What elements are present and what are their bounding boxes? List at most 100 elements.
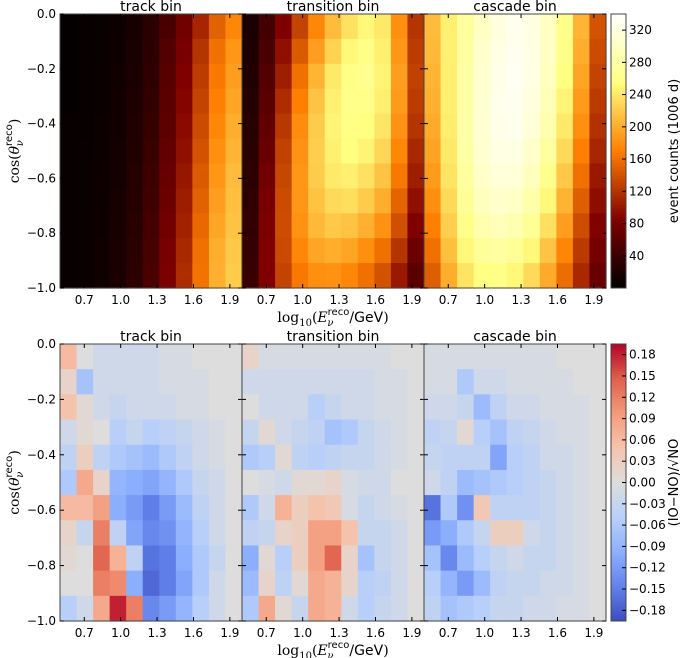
heatmap-cell: [308, 188, 326, 214]
heatmap-cell: [324, 545, 342, 572]
heatmap-cell: [291, 495, 309, 521]
heatmap-cell: [374, 495, 392, 521]
colorbar-segment: [611, 524, 626, 527]
heatmap-cell: [457, 469, 475, 496]
colorbar-segment: [611, 445, 626, 449]
heatmap-cell: [440, 213, 458, 239]
heatmap-cell: [308, 113, 326, 140]
heatmap-cell: [589, 213, 607, 239]
colorbar-segment: [611, 417, 626, 421]
heatmap-cell: [225, 163, 243, 189]
heatmap-cell: [457, 238, 475, 264]
heatmap-cell: [159, 14, 177, 40]
colorbar-segment: [611, 48, 626, 52]
colorbar-segment: [611, 162, 626, 166]
heatmap-cell: [539, 570, 557, 597]
colorbar-segment: [611, 556, 626, 560]
heatmap-cell: [424, 545, 442, 572]
colorbar-segment: [611, 353, 626, 357]
heatmap-cell: [523, 188, 541, 214]
heatmap-cell: [159, 138, 177, 165]
colorbar-segment: [611, 357, 626, 361]
heatmap-cell: [589, 444, 607, 471]
colorbar-segment: [611, 528, 626, 532]
heatmap-cell: [192, 419, 210, 446]
colorbar-segment: [611, 450, 626, 453]
heatmap-cell: [126, 369, 144, 395]
heatmap-cell: [93, 188, 111, 214]
heatmap-cell: [242, 113, 260, 140]
heatmap-cell: [589, 113, 607, 140]
heatmap-cell: [275, 444, 293, 471]
heatmap-cell: [308, 545, 326, 572]
heatmap-cell: [390, 213, 409, 239]
x-tick-label: 1.6: [548, 626, 567, 640]
colorbar-segment: [611, 210, 626, 214]
heatmap-cell: [175, 595, 193, 622]
heatmap-cell: [490, 213, 508, 239]
heatmap-cell: [159, 238, 177, 264]
y-tick-label: 0.0: [37, 337, 56, 351]
colorbar-segment: [611, 180, 626, 184]
heatmap-cell: [208, 570, 227, 597]
colorbar-segment: [611, 221, 626, 225]
heatmap-cell: [341, 469, 359, 496]
heatmap-cell: [208, 163, 227, 189]
heatmap-cell: [324, 238, 342, 264]
heatmap-cell: [159, 444, 177, 471]
heatmap-cell: [242, 394, 260, 421]
heatmap-cell: [539, 238, 557, 264]
heatmap-cell: [76, 394, 94, 421]
colorbar-segment: [611, 274, 626, 278]
panel-transition-bin: transition bin 0.7 1.0 1.3 1.6 1.9: [241, 329, 425, 640]
heatmap-cell: [357, 394, 375, 421]
heatmap-cell: [589, 38, 607, 65]
heatmap-cell: [390, 595, 409, 622]
colorbar-segment: [611, 602, 626, 606]
colorbar-segment: [611, 258, 626, 262]
colorbar-segment: [611, 205, 626, 209]
colorbar-segment: [611, 144, 626, 147]
colorbar-segment: [611, 185, 626, 189]
heatmap-cell: [76, 419, 94, 446]
heatmap-cell: [341, 595, 359, 622]
colorbar-segment: [611, 554, 626, 557]
heatmap-cell: [490, 63, 508, 90]
colorbar-segment: [611, 201, 626, 205]
heatmap-cell: [142, 444, 160, 471]
heatmap-cell: [374, 113, 392, 140]
heatmap-cell: [291, 595, 309, 622]
x-axis-label: log10(Ereco ν/GeV): [277, 307, 388, 329]
heatmap-cell: [142, 213, 160, 239]
heatmap-cell: [374, 88, 392, 115]
heatmap-cell: [225, 188, 243, 214]
heatmap-cell: [556, 570, 574, 597]
heatmap-cell: [424, 595, 442, 622]
heatmap-cell: [440, 595, 458, 622]
heatmap-cell: [142, 369, 160, 395]
colorbar-segment: [611, 228, 626, 232]
heatmap-cell: [490, 14, 508, 40]
heatmap-cell: [572, 344, 591, 370]
heatmap-cell: [109, 14, 127, 40]
colorbar-segment: [611, 584, 626, 587]
colorbar-segment: [611, 137, 626, 141]
heatmap-cell: [357, 469, 375, 496]
heatmap-cell: [225, 238, 243, 264]
heatmap-cell: [589, 545, 607, 572]
colorbar-segment: [611, 107, 626, 111]
heatmap-cell: [175, 188, 193, 214]
colorbar-segment: [611, 577, 626, 580]
heatmap-cell: [126, 263, 144, 289]
heatmap-cell: [374, 545, 392, 572]
colorbar-segment: [611, 480, 626, 483]
heatmap-cell: [490, 495, 508, 521]
heatmap-cell: [242, 88, 260, 115]
heatmap-cell: [374, 38, 392, 65]
heatmap-cell: [440, 369, 458, 395]
heatmap-cell: [192, 344, 210, 370]
x-tick-label: 1.0: [475, 293, 494, 307]
heatmap-cell: [291, 163, 309, 189]
heatmap-cell: [539, 88, 557, 115]
heatmap-cell: [589, 163, 607, 189]
